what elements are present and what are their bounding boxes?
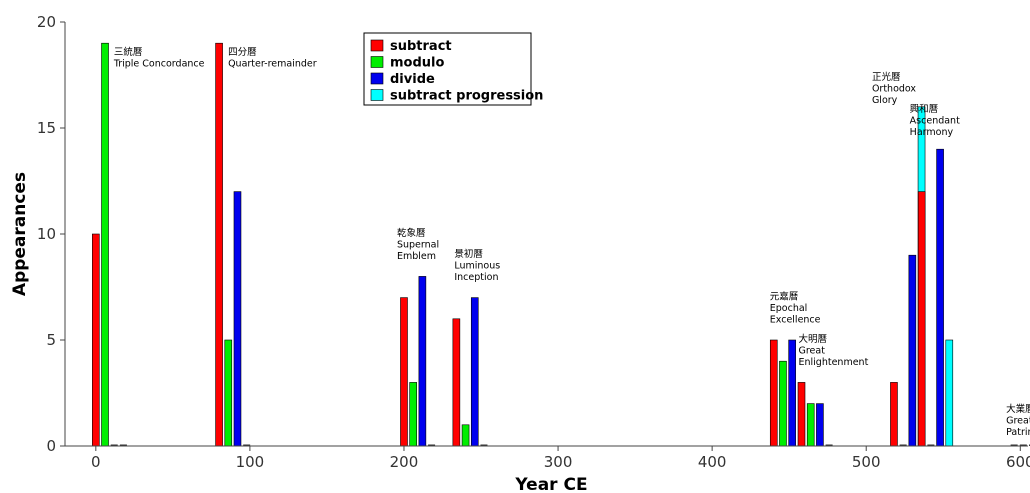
legend-label: subtract progression: [390, 89, 543, 104]
bar-divide: [908, 254, 917, 447]
legend-swatch: [370, 72, 384, 85]
annotation-english-name: Great: [799, 345, 826, 356]
annotation-english-name: Quarter-remainder: [228, 59, 317, 70]
x-axis-title: Year CE: [514, 475, 587, 493]
bar-modulo: [779, 360, 787, 447]
x-tick-label: 200: [390, 453, 419, 471]
legend-swatch: [370, 89, 384, 101]
bars-layer: [92, 42, 1030, 447]
annotation-english-name: Supernal: [397, 239, 439, 250]
x-tick-label: 500: [852, 453, 881, 471]
bar-divide: [233, 191, 242, 447]
annotation-chinese-name: 興和曆: [910, 104, 939, 115]
annotation-english-name: Glory: [872, 95, 898, 106]
bar-subtract: [917, 191, 926, 447]
bar-subtract-progression-zero: [480, 444, 488, 446]
bar-modulo: [224, 339, 233, 447]
legend-swatch: [370, 56, 384, 68]
annotation-chinese-name: 景初曆: [454, 248, 483, 260]
y-ticks: 0 5 10 15 20: [37, 13, 65, 455]
bar-subtract: [769, 339, 778, 447]
annotation-english-name: Excellence: [770, 315, 821, 326]
bar-subtract-progression-zero: [825, 444, 833, 446]
annotation-chinese-name: 元嘉曆: [770, 291, 799, 303]
annotation-english-name: Ascendant: [910, 116, 960, 127]
annotation-english-name: Inception: [454, 272, 498, 283]
bar-subtract: [797, 382, 806, 447]
y-tick-label: 0: [46, 437, 56, 455]
x-tick-label: 600: [1006, 453, 1030, 471]
annotation-english-name: Epochal: [770, 303, 808, 314]
y-tick-label: 15: [37, 119, 56, 137]
y-axis-title: Appearances: [10, 172, 30, 296]
annotation-8: 大業曆GreatPatrimon: [1006, 403, 1030, 438]
bar-subtract-progression: [945, 339, 954, 447]
bar-divide: [788, 339, 796, 447]
bar-subtract: [452, 318, 461, 447]
x-tick-label: 0: [91, 453, 101, 471]
bar-modulo: [806, 403, 815, 447]
annotation-chinese-name: 大業曆: [1006, 403, 1030, 415]
bar-modulo-zero: [927, 444, 935, 446]
bar-modulo-zero: [1019, 444, 1027, 446]
bar-subtract-progression-zero: [243, 444, 251, 446]
bar-subtract-zero: [1010, 444, 1018, 446]
annotation-english-name: Patrimon: [1006, 427, 1030, 438]
annotation-english-name: Orthodox: [872, 84, 916, 95]
bar-subtract: [215, 42, 223, 447]
bar-subtract: [400, 297, 408, 447]
bar-divide: [470, 297, 479, 447]
bar-modulo-zero: [899, 444, 907, 446]
bar-modulo: [409, 382, 417, 447]
annotation-english-name: Enlightenment: [799, 357, 869, 368]
axes-layer: 0 100 200 300 400 500 600 0 5 10 15 20 Year CE App…: [10, 13, 1030, 493]
annotation-english-name: Great: [1006, 416, 1030, 427]
annotation-chinese-name: 正光曆: [872, 71, 901, 83]
annotation-chinese-name: 四分曆: [228, 47, 257, 58]
x-tick-label: 400: [698, 453, 727, 471]
legend-swatch: [370, 39, 384, 52]
legend-box: [363, 32, 532, 106]
bar-subtract-progression-zero: [119, 444, 127, 446]
bar-modulo: [461, 424, 470, 447]
bar-subtract-progression-zero: [428, 444, 436, 446]
bar-divide: [418, 276, 427, 447]
annotation-english-name: Triple Concordance: [113, 59, 205, 70]
bar-divide-zero: [110, 444, 118, 446]
y-tick-label: 20: [37, 13, 56, 31]
annotation-english-name: Luminous: [454, 261, 500, 272]
bar-divide: [936, 148, 944, 447]
annotation-chinese-name: 大明曆: [799, 333, 828, 345]
y-tick-label: 5: [46, 331, 56, 349]
annotation-english-name: Harmony: [910, 127, 954, 138]
x-tick-label: 100: [236, 453, 265, 471]
annotation-chinese-name: 三統曆: [114, 46, 143, 58]
bar-subtract: [92, 233, 100, 447]
y-tick-label: 10: [37, 225, 56, 243]
x-ticks: 0 100 200 300 400 500 600: [91, 446, 1030, 471]
legend-label: modulo: [390, 56, 444, 71]
legend-label: subtract: [390, 39, 452, 54]
bar-divide: [816, 403, 824, 447]
bar-modulo: [101, 42, 109, 447]
x-tick-label: 300: [544, 453, 573, 471]
annotation-chinese-name: 乾象曆: [397, 227, 426, 239]
legend-label: divide: [390, 72, 435, 87]
annotation-english-name: Emblem: [397, 251, 436, 262]
bar-subtract: [890, 382, 898, 447]
